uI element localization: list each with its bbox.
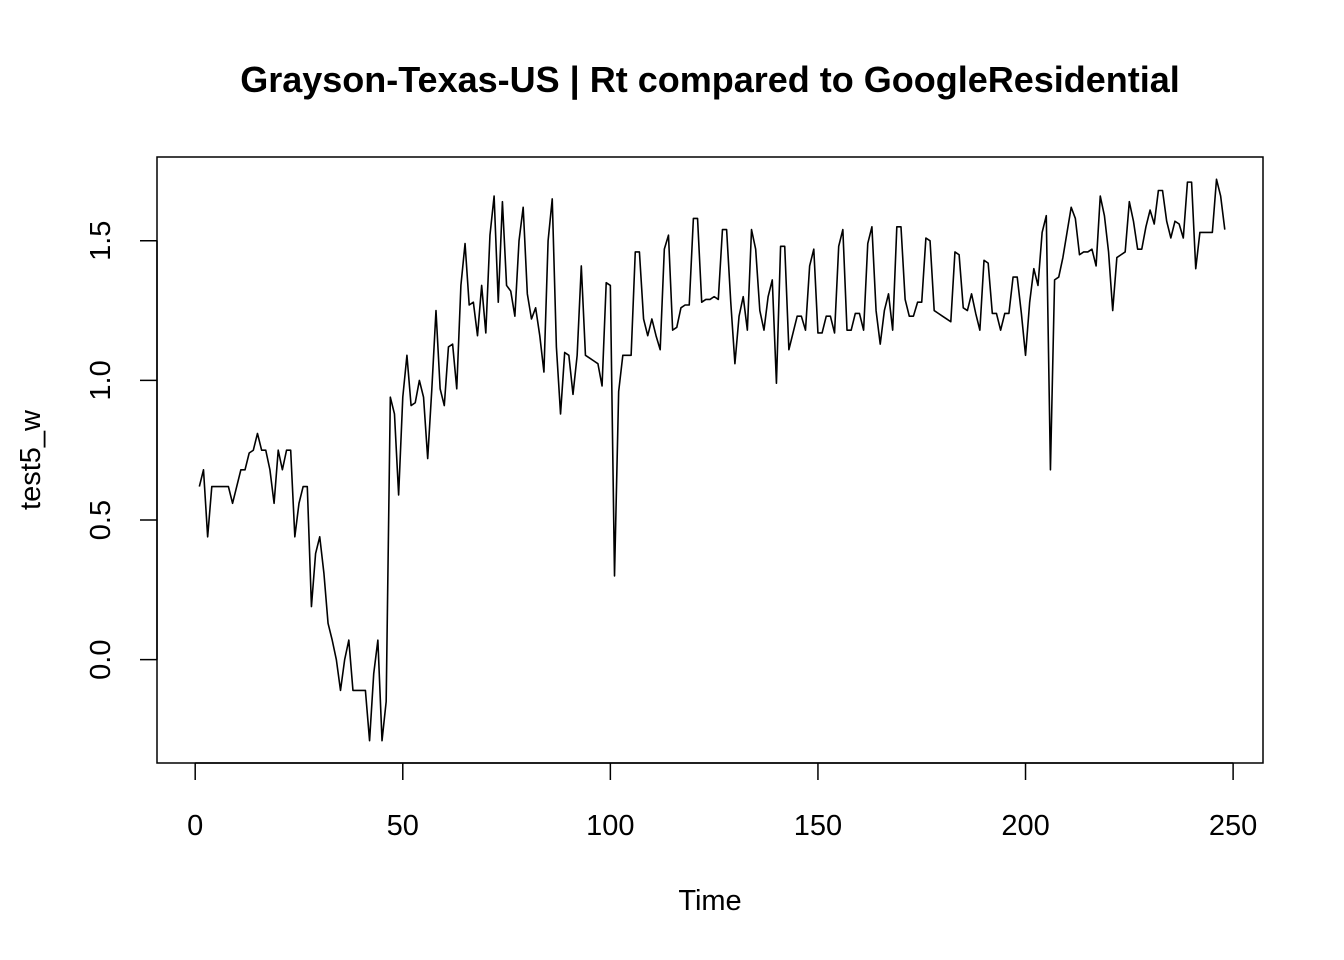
chart-title: Grayson-Texas-US | Rt compared to Google… <box>240 59 1180 101</box>
y-tick-label: 0.5 <box>85 500 117 540</box>
y-tick-label: 1.0 <box>85 360 117 400</box>
x-axis: 0 50 100 150 200 250 <box>187 762 1257 842</box>
y-tick-label: 1.5 <box>85 221 117 261</box>
x-tick-label: 0 <box>187 810 203 842</box>
x-tick-label: 50 <box>387 810 419 842</box>
y-tick-label: 0.0 <box>85 640 117 680</box>
x-axis-label: Time <box>678 885 741 917</box>
x-tick-label: 250 <box>1209 810 1257 842</box>
series-line <box>198 178 1226 742</box>
x-tick-label: 100 <box>586 810 634 842</box>
x-tick-label: 200 <box>1001 810 1049 842</box>
x-tick-label: 150 <box>794 810 842 842</box>
y-axis-label: test5_w <box>15 409 47 510</box>
y-axis: 0.0 0.5 1.0 1.5 <box>85 221 158 680</box>
